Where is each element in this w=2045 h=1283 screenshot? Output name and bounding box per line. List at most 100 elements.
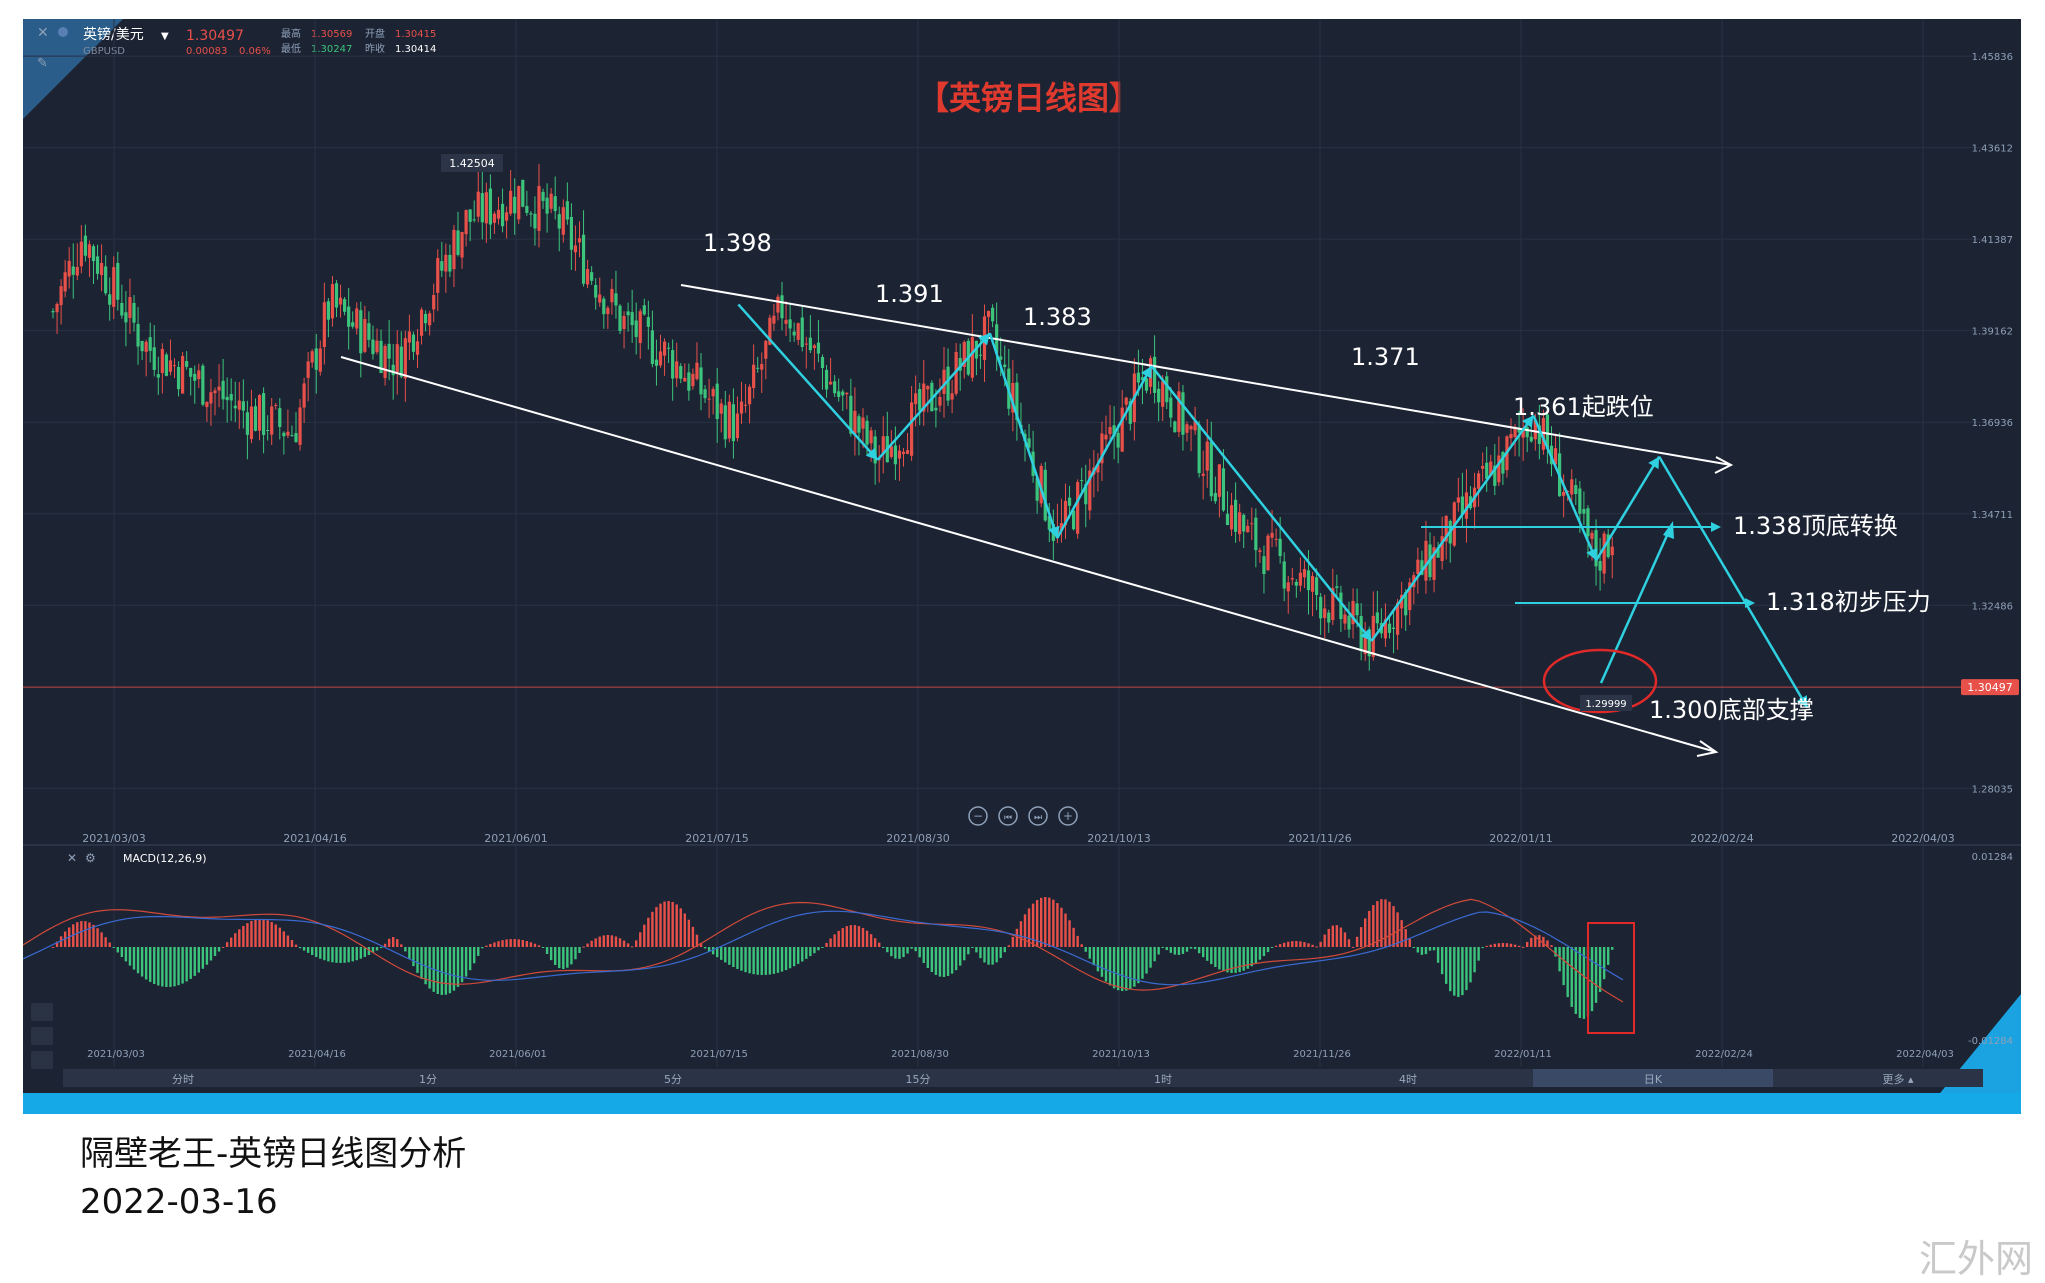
macd-bar — [554, 947, 557, 965]
macd-bar — [359, 947, 362, 959]
macd-bar — [545, 947, 549, 954]
candle-body — [1525, 427, 1529, 438]
macd-bar — [635, 940, 638, 947]
timeframe-tab[interactable]: 更多 ▴ — [1882, 1072, 1913, 1086]
symbol-name[interactable]: 英镑/美元 — [83, 26, 144, 43]
candle-body — [796, 323, 800, 340]
macd-bar — [221, 946, 225, 948]
svg-text:1.42504: 1.42504 — [449, 157, 495, 170]
macd-bar — [873, 938, 877, 947]
candle-body — [164, 354, 168, 376]
prev-close-label: 昨收 — [365, 42, 385, 55]
candle-body — [1047, 516, 1051, 530]
macd-bar — [829, 938, 832, 947]
candle-body — [1477, 473, 1481, 489]
macd-bar — [1384, 899, 1387, 947]
candle-body — [1541, 418, 1545, 450]
macd-bar — [562, 947, 565, 969]
macd-bar — [1566, 947, 1569, 998]
high-label: 最高 — [281, 27, 301, 40]
date-tick-label: 2022/04/03 — [1891, 832, 1954, 845]
macd-bar — [590, 940, 593, 947]
macd-bar — [501, 940, 504, 947]
macd-label: MACD(12,26,9) — [123, 852, 207, 865]
zigzag-arrowhead — [1048, 525, 1060, 539]
price-tick-label: 1.36936 — [1972, 418, 2013, 429]
timeframe-tabs[interactable]: 分时 1分 5分 15分 1时 4时 日K 更多 ▴ — [172, 1069, 1914, 1087]
macd-bar — [991, 947, 994, 965]
step-forward-icon[interactable] — [1028, 806, 1048, 826]
last-price: 1.30497 — [186, 28, 244, 44]
candle-body — [991, 307, 995, 322]
chevron-down-icon[interactable]: ▼ — [161, 31, 169, 42]
candle-body — [784, 319, 788, 324]
macd-bar — [894, 947, 897, 959]
candle-body — [1112, 425, 1116, 437]
zigzag-arrowhead — [1360, 628, 1372, 641]
date-tick-label: 2021/08/30 — [886, 832, 949, 845]
bottom-bar — [23, 1093, 2021, 1114]
macd-bar — [1457, 947, 1460, 997]
candle-body — [286, 431, 290, 436]
support-circle — [1542, 648, 1658, 714]
macd-bar — [930, 947, 934, 973]
macd-bar — [1003, 947, 1006, 953]
macd-bar — [1376, 901, 1379, 947]
timeframe-tab[interactable]: 4时 — [1399, 1073, 1417, 1086]
macd-settings-icon[interactable]: ⚙ — [85, 851, 96, 865]
zoom-out-icon[interactable] — [968, 806, 988, 826]
macd-bar — [319, 947, 322, 959]
candle-body — [1059, 523, 1064, 532]
zoom-in-icon[interactable] — [1058, 806, 1078, 826]
candle-body — [124, 312, 128, 323]
macd-bar — [96, 928, 99, 947]
macd-bar — [80, 921, 83, 947]
candle-body — [387, 343, 391, 359]
candle-body — [233, 405, 237, 409]
macd-bar — [898, 947, 901, 959]
macd-bar — [262, 919, 265, 947]
chart-header: ✕ ✎ 英镑/美元 ▼ GBPUSD 1.30497 0.00083 0.06%… — [37, 25, 436, 71]
close-icon[interactable]: ✕ — [37, 25, 49, 41]
pen-icon[interactable] — [31, 1027, 53, 1045]
candle-body — [1383, 619, 1388, 639]
candle-body — [424, 313, 428, 324]
candle-body — [1116, 432, 1120, 448]
indicator-icon[interactable] — [31, 1051, 53, 1069]
macd-bar — [274, 924, 277, 947]
timeframe-tab[interactable]: 日K — [1644, 1073, 1663, 1086]
flag-icon — [58, 27, 68, 37]
macd-bar — [112, 947, 115, 948]
timeframe-tab[interactable]: 15分 — [906, 1073, 931, 1086]
macd-bar — [238, 929, 241, 947]
macd-bar — [1177, 947, 1181, 955]
candle-body — [1096, 464, 1100, 473]
macd-bar — [1250, 947, 1253, 967]
timeframe-tab[interactable]: 1分 — [419, 1073, 437, 1086]
macd-bar — [987, 947, 990, 965]
macd-bar — [728, 947, 731, 965]
pin-icon[interactable]: ✎ — [37, 56, 48, 71]
candle-body — [739, 401, 744, 414]
candle-body — [703, 389, 707, 399]
macd-bar — [1307, 943, 1310, 947]
step-back-icon[interactable] — [998, 806, 1018, 826]
macd-bar — [84, 921, 87, 947]
high-tag: 1.42504 — [441, 154, 503, 172]
candle-body — [910, 402, 914, 456]
candle-body — [1067, 497, 1072, 506]
macd-bar — [813, 947, 816, 954]
timeframe-tab[interactable]: 分时 — [172, 1073, 194, 1086]
bar-chart-icon[interactable] — [31, 1003, 53, 1021]
timeframe-tab[interactable]: 5分 — [664, 1073, 682, 1086]
macd-bar — [1554, 947, 1557, 957]
candle-body — [662, 341, 667, 356]
zoom-controls[interactable]: − ⏮ ⏭ + — [968, 806, 1078, 826]
macd-close-icon[interactable]: ✕ — [67, 851, 77, 865]
candle-body — [415, 341, 420, 355]
timeframe-tab[interactable]: 1时 — [1154, 1073, 1172, 1086]
macd-date-axis: 2021/03/03 2021/04/16 2021/06/01 2021/07/15… — [87, 1049, 1954, 1060]
macd-bar — [549, 947, 553, 961]
macd-date-tick-label: 2021/08/30 — [891, 1049, 949, 1060]
macd-bar — [1129, 947, 1132, 990]
